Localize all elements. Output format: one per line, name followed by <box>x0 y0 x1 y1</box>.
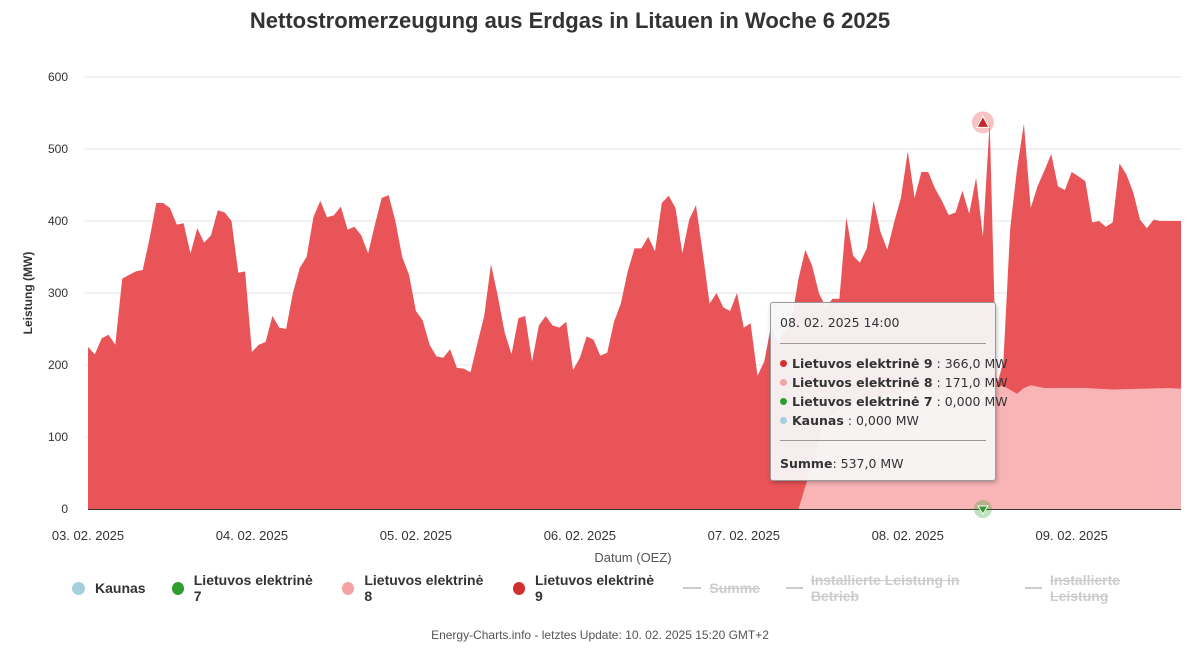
legend-item-le9[interactable]: Lietuvos elektrinė 9 <box>512 572 658 604</box>
legend-item-installed[interactable]: Installierte Leistung <box>1025 572 1174 604</box>
legend-item-le7[interactable]: Lietuvos elektrinė 7 <box>171 572 317 604</box>
tooltip-divider <box>780 343 986 344</box>
legend-dot-icon <box>171 581 184 595</box>
chart-title: Nettostromerzeugung aus Erdgas in Litaue… <box>249 8 891 33</box>
footer-credit: Energy-Charts.info - letztes Update: 10.… <box>431 628 769 642</box>
x-tick-label: 05. 02. 2025 <box>380 528 452 543</box>
hover-marker-le9 <box>976 115 990 128</box>
x-tick-label: 06. 02. 2025 <box>544 528 616 543</box>
x-tick-label: 03. 02. 2025 <box>52 528 124 543</box>
tooltip-dot-le8 <box>780 379 787 386</box>
tooltip-dot-le7 <box>780 398 787 405</box>
hover-marker-le7 <box>976 505 989 515</box>
y-tick-label: 0 <box>61 502 68 516</box>
legend-item-le8[interactable]: Lietuvos elektrinė 8 <box>342 572 487 604</box>
legend-item-summe[interactable]: Summe <box>683 580 760 596</box>
tooltip-divider <box>780 440 986 441</box>
legend-dot-icon <box>72 581 85 595</box>
tooltip: 08. 02. 2025 14:00 Lietuvos elektrinė 9 … <box>770 302 1008 481</box>
legend-dot-icon <box>342 581 355 595</box>
tooltip-dot-le9 <box>780 360 787 367</box>
legend-item-installed-in-operation[interactable]: Installierte Leistung in Betrieb <box>785 572 999 604</box>
x-axis-label: Datum (OEZ) <box>594 550 671 565</box>
tick-labels: 0 100 200 300 400 500 600 03. 02. 2025 04. 02. 2… <box>48 70 1108 543</box>
y-tick-label: 500 <box>48 142 68 156</box>
tooltip-date: 08. 02. 2025 14:00 <box>780 315 900 330</box>
plot-area <box>88 122 1181 510</box>
x-tick-label: 09. 02. 2025 <box>1036 528 1108 543</box>
y-tick-label: 200 <box>48 358 68 372</box>
x-tick-label: 07. 02. 2025 <box>708 528 780 543</box>
tooltip-row-kaunas: Kaunas : 0,000 MW <box>780 413 919 428</box>
y-tick-label: 100 <box>48 430 68 444</box>
tooltip-sum: Summe: 537,0 MW <box>780 456 904 471</box>
tooltip-row-le7: Lietuvos elektrinė 7 : 0,000 MW <box>780 394 1008 409</box>
legend-line-icon <box>785 587 803 589</box>
y-axis-label: Leistung (MW) <box>21 252 35 335</box>
x-tick-label: 04. 02. 2025 <box>216 528 288 543</box>
x-tick-label: 08. 02. 2025 <box>872 528 944 543</box>
legend-dot-icon <box>512 581 525 595</box>
tooltip-row-le9: Lietuvos elektrinė 9 : 366,0 MW <box>780 356 1008 371</box>
legend-item-kaunas[interactable]: Kaunas <box>72 580 146 596</box>
tooltip-dot-kaunas <box>780 417 787 424</box>
y-tick-label: 600 <box>48 70 68 84</box>
y-tick-label: 400 <box>48 214 68 228</box>
legend-line-icon <box>683 587 702 589</box>
legend-line-icon <box>1025 587 1043 589</box>
legend: Kaunas Lietuvos elektrinė 7 Lietuvos ele… <box>72 572 1200 604</box>
y-tick-label: 300 <box>48 286 68 300</box>
tooltip-row-le8: Lietuvos elektrinė 8 : 171,0 MW <box>780 375 1008 390</box>
